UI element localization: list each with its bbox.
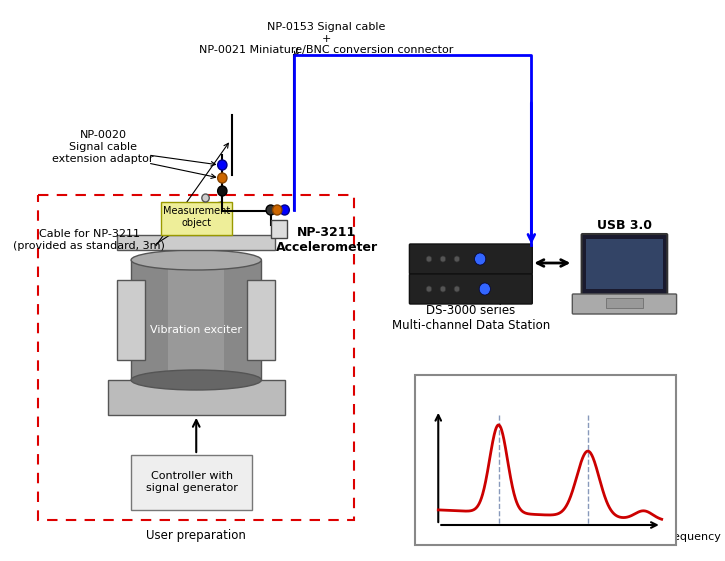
- Bar: [108, 380, 285, 415]
- Bar: [38, 195, 355, 520]
- Text: Frequency: Frequency: [663, 532, 721, 542]
- Circle shape: [475, 253, 486, 265]
- Bar: [247, 280, 276, 360]
- Circle shape: [454, 256, 460, 262]
- Bar: [131, 260, 262, 380]
- Text: f₂: f₂: [590, 531, 599, 544]
- Circle shape: [454, 286, 460, 292]
- Text: NP-0153 Signal cable
+
NP-0021 Miniature/BNC conversion connector: NP-0153 Signal cable + NP-0021 Miniature…: [199, 22, 454, 55]
- Circle shape: [218, 173, 227, 183]
- Circle shape: [273, 205, 282, 215]
- Text: NP-3211
Accelerometer: NP-3211 Accelerometer: [276, 226, 378, 254]
- Bar: [415, 375, 676, 545]
- Bar: [161, 202, 231, 235]
- Bar: [168, 260, 224, 380]
- Text: Frequency response function: Frequency response function: [431, 386, 659, 400]
- FancyBboxPatch shape: [410, 274, 532, 304]
- Circle shape: [280, 205, 289, 215]
- Text: f₁: f₁: [500, 531, 510, 544]
- Circle shape: [266, 205, 276, 215]
- FancyBboxPatch shape: [581, 234, 667, 296]
- Text: Vibration exciter: Vibration exciter: [150, 325, 242, 335]
- Circle shape: [218, 160, 227, 170]
- Circle shape: [440, 256, 446, 262]
- Circle shape: [426, 286, 432, 292]
- Bar: [117, 235, 276, 250]
- Text: User preparation: User preparation: [146, 528, 247, 541]
- Text: Measurement
object: Measurement object: [162, 206, 230, 228]
- FancyBboxPatch shape: [572, 294, 676, 314]
- Text: DS-3000 series
Multi-channel Data Station: DS-3000 series Multi-channel Data Statio…: [392, 304, 550, 332]
- Text: USB 3.0: USB 3.0: [597, 218, 652, 232]
- Ellipse shape: [131, 250, 262, 270]
- Bar: [606, 298, 643, 308]
- Bar: [131, 455, 252, 510]
- Text: Natural frequency: Natural frequency: [434, 532, 528, 542]
- Circle shape: [440, 286, 446, 292]
- Circle shape: [426, 256, 432, 262]
- Ellipse shape: [131, 370, 262, 390]
- Bar: [117, 280, 145, 360]
- FancyBboxPatch shape: [410, 244, 532, 274]
- Text: Controller with
signal generator: Controller with signal generator: [146, 471, 238, 493]
- Circle shape: [218, 186, 227, 196]
- Text: NP-0020
Signal cable
extension adaptor: NP-0020 Signal cable extension adaptor: [52, 130, 154, 164]
- Circle shape: [479, 283, 490, 295]
- Bar: [587, 239, 663, 289]
- Circle shape: [202, 194, 210, 202]
- Text: Cable for NP-3211
(provided as standard, 3m): Cable for NP-3211 (provided as standard,…: [13, 229, 165, 251]
- Bar: [270, 220, 288, 238]
